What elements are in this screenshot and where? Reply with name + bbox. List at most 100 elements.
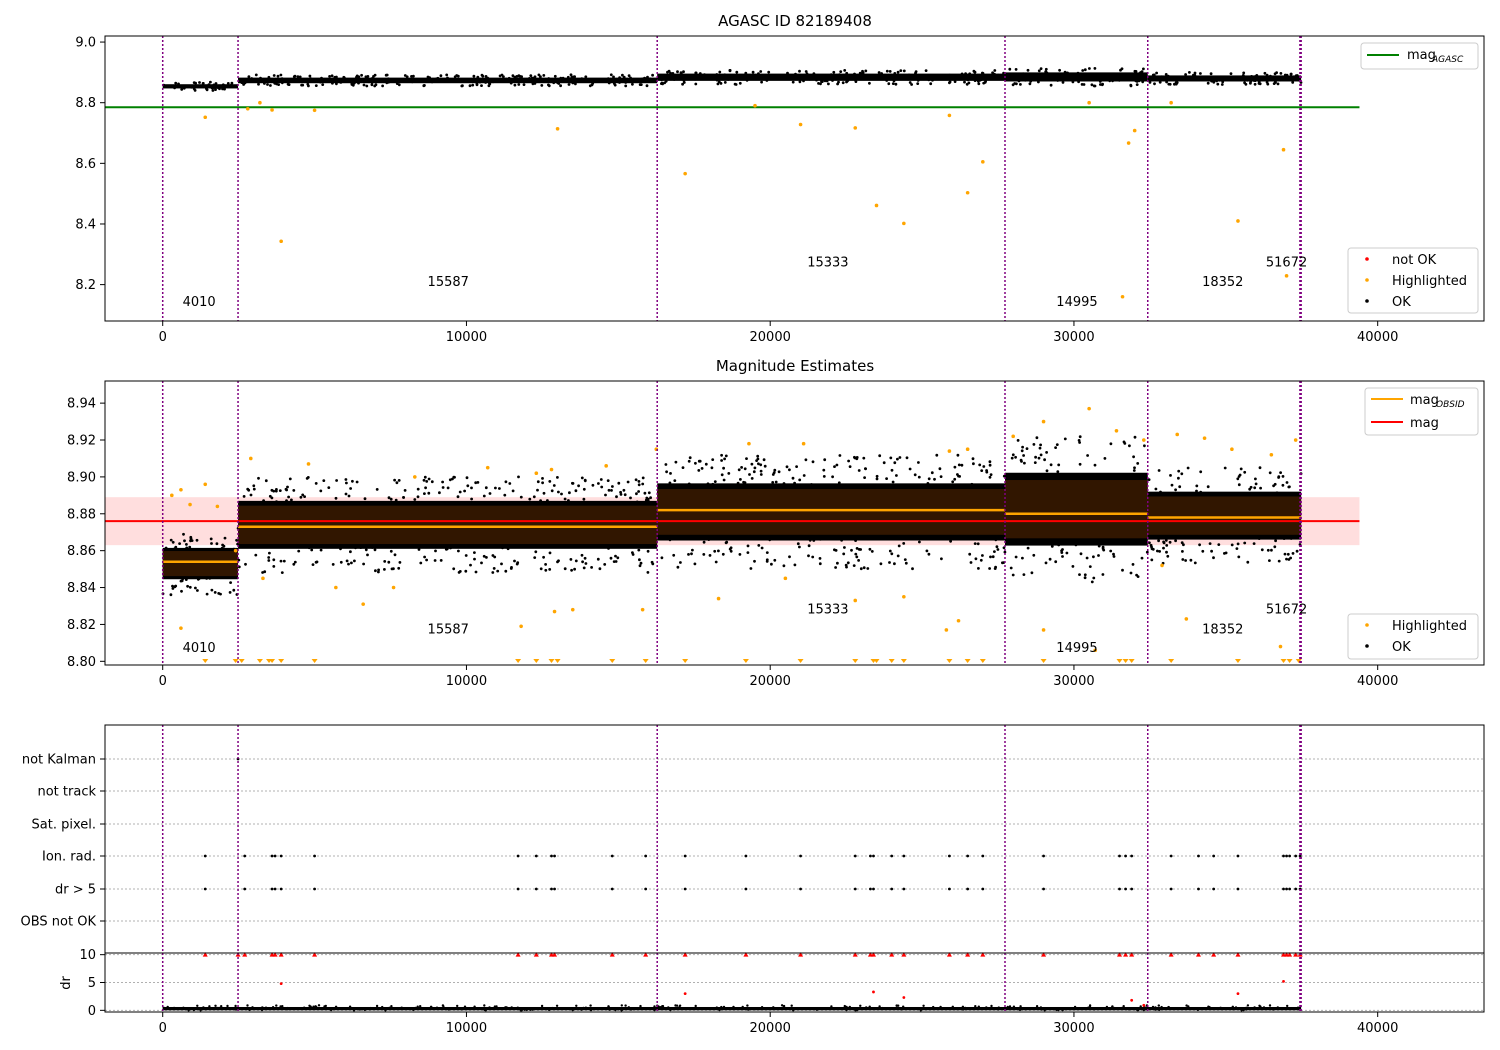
ok-point bbox=[1216, 82, 1220, 86]
ok-point bbox=[904, 485, 908, 489]
ok-point bbox=[480, 84, 483, 87]
flag-point bbox=[1212, 854, 1216, 858]
ok-point bbox=[397, 83, 401, 87]
ok-point bbox=[276, 74, 280, 78]
ok-point bbox=[1174, 488, 1177, 492]
dr-outlier-point bbox=[1130, 998, 1134, 1002]
ok-point bbox=[174, 584, 178, 588]
ok-point bbox=[721, 552, 725, 556]
ok-point bbox=[897, 544, 901, 548]
ok-point bbox=[299, 495, 303, 499]
ok-point bbox=[638, 564, 642, 568]
dr-ok-point bbox=[1160, 1005, 1163, 1009]
ok-point bbox=[1167, 82, 1171, 86]
dr-ok-point bbox=[419, 1005, 422, 1008]
ok-point bbox=[792, 73, 796, 77]
dr-ok-point bbox=[388, 1006, 391, 1009]
ok-point bbox=[1254, 482, 1258, 486]
legend2-highlighted-label: Highlighted bbox=[1392, 619, 1467, 634]
highlighted-point bbox=[1202, 436, 1207, 440]
ok-point bbox=[735, 73, 739, 77]
ok-point bbox=[885, 74, 889, 78]
ok-point bbox=[639, 561, 643, 565]
dr-ok-point bbox=[576, 1007, 579, 1010]
flag-point bbox=[550, 887, 553, 891]
ok-point bbox=[323, 80, 326, 83]
ok-point bbox=[798, 80, 802, 84]
flag-point bbox=[1169, 887, 1173, 891]
flag-point bbox=[1197, 854, 1200, 858]
ok-point bbox=[905, 456, 909, 460]
dr-ok-point bbox=[1223, 1007, 1226, 1010]
ok-point bbox=[746, 551, 750, 554]
ok-point bbox=[1277, 475, 1281, 479]
ok-point bbox=[1056, 79, 1060, 82]
flag-point bbox=[313, 854, 316, 858]
ok-point bbox=[1002, 546, 1006, 550]
ok-point bbox=[902, 542, 906, 545]
dr-ok-point bbox=[1151, 1005, 1155, 1009]
dr-ok-point bbox=[1018, 1008, 1022, 1012]
ok-point bbox=[706, 76, 709, 80]
ok-point bbox=[488, 82, 492, 86]
ok-point bbox=[1102, 548, 1106, 552]
ok-point bbox=[1282, 537, 1286, 540]
ok-point bbox=[720, 453, 723, 457]
ok-point bbox=[895, 474, 898, 477]
ok-point bbox=[293, 560, 297, 564]
ok-point bbox=[638, 78, 642, 82]
ok-point bbox=[1274, 77, 1278, 81]
ok-point bbox=[723, 81, 727, 84]
ok-point bbox=[360, 73, 363, 77]
ok-point bbox=[439, 559, 443, 562]
ok-point bbox=[743, 74, 747, 78]
clipped-highlighted-marker bbox=[852, 659, 859, 663]
ok-point bbox=[539, 499, 542, 503]
ok-point bbox=[833, 465, 836, 468]
ok-point bbox=[1011, 83, 1015, 87]
ok-point bbox=[568, 491, 571, 495]
ok-point bbox=[335, 82, 338, 86]
ok-point bbox=[1038, 446, 1042, 450]
ok-point bbox=[589, 501, 593, 504]
ok-point bbox=[584, 75, 588, 79]
ok-point bbox=[247, 488, 251, 492]
ok-point bbox=[278, 489, 282, 492]
ok-point bbox=[496, 569, 500, 573]
ok-point bbox=[1123, 442, 1127, 445]
ok-point bbox=[196, 589, 199, 592]
ok-point bbox=[458, 79, 462, 82]
ok-point bbox=[648, 77, 652, 81]
ok-point bbox=[1117, 78, 1121, 82]
dr-ok-point bbox=[286, 1006, 289, 1010]
ok-point bbox=[539, 75, 542, 79]
ok-point bbox=[759, 463, 763, 467]
ok-point bbox=[1024, 74, 1027, 78]
dr-ok-point bbox=[384, 1009, 387, 1012]
ok-point bbox=[727, 74, 731, 78]
ok-point bbox=[1080, 83, 1084, 86]
dr-ok-point bbox=[760, 1006, 764, 1009]
y-tick-label: 8.90 bbox=[67, 470, 96, 485]
ok-point bbox=[383, 560, 387, 563]
ok-point bbox=[242, 495, 246, 498]
ok-point bbox=[533, 82, 537, 85]
clipped-highlighted-marker bbox=[1122, 659, 1129, 663]
ok-point bbox=[1011, 573, 1015, 577]
ok-point bbox=[533, 544, 536, 548]
ok-point bbox=[898, 456, 902, 459]
dr-clipped-marker bbox=[278, 952, 284, 957]
ok-point bbox=[1044, 67, 1048, 71]
dr-ok-point bbox=[323, 1005, 326, 1008]
ok-point bbox=[896, 457, 899, 461]
ok-point bbox=[1061, 81, 1065, 84]
clipped-highlighted-marker bbox=[873, 659, 880, 663]
ok-point bbox=[249, 493, 253, 497]
ok-point bbox=[559, 76, 563, 80]
agasc-legend-upper: mag AGASC bbox=[1360, 42, 1479, 70]
ok-point bbox=[398, 561, 402, 564]
ok-point bbox=[759, 469, 763, 473]
dr-outlier-point bbox=[683, 992, 687, 996]
y-tick-label: 8.4 bbox=[75, 217, 96, 232]
ok-point bbox=[494, 80, 498, 83]
